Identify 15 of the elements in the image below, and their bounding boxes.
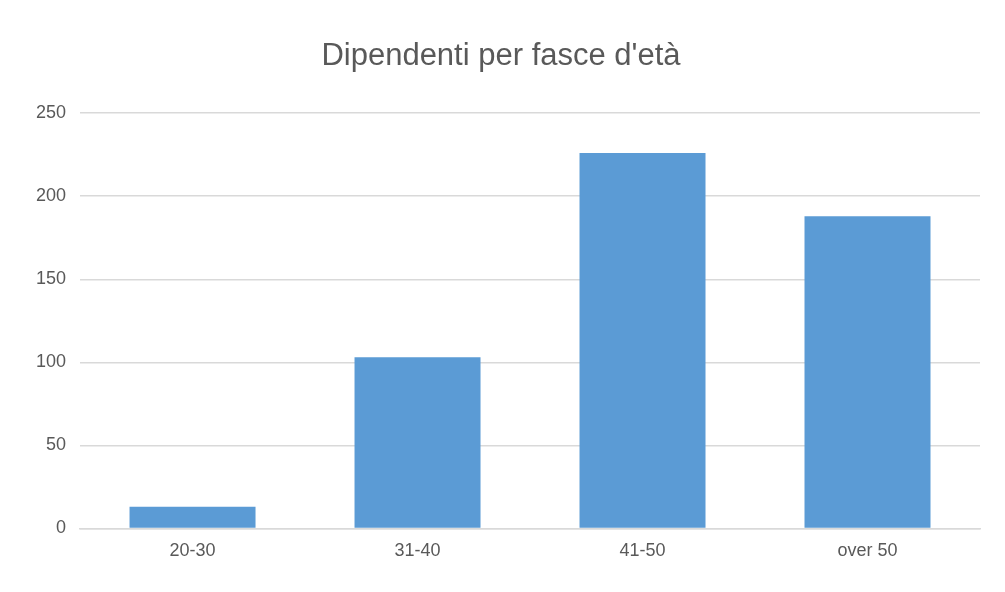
y-tick-label: 50: [46, 434, 67, 455]
x-tick-label: 20-30: [169, 540, 216, 561]
y-tick-label: 250: [35, 102, 67, 123]
bar: [804, 216, 931, 528]
bar: [129, 506, 256, 528]
y-tick-label: 200: [35, 185, 67, 206]
y-tick-label: 0: [56, 517, 67, 538]
x-tick-label: 41-50: [619, 540, 666, 561]
y-tick-label: 150: [35, 268, 67, 289]
y-tick-label: 100: [35, 351, 67, 372]
x-tick-label: over 50: [837, 540, 898, 561]
x-tick-label: 31-40: [394, 540, 441, 561]
bar: [354, 357, 481, 528]
chart-title: Dipendenti per fasce d'età: [321, 37, 682, 73]
bar: [579, 153, 706, 528]
